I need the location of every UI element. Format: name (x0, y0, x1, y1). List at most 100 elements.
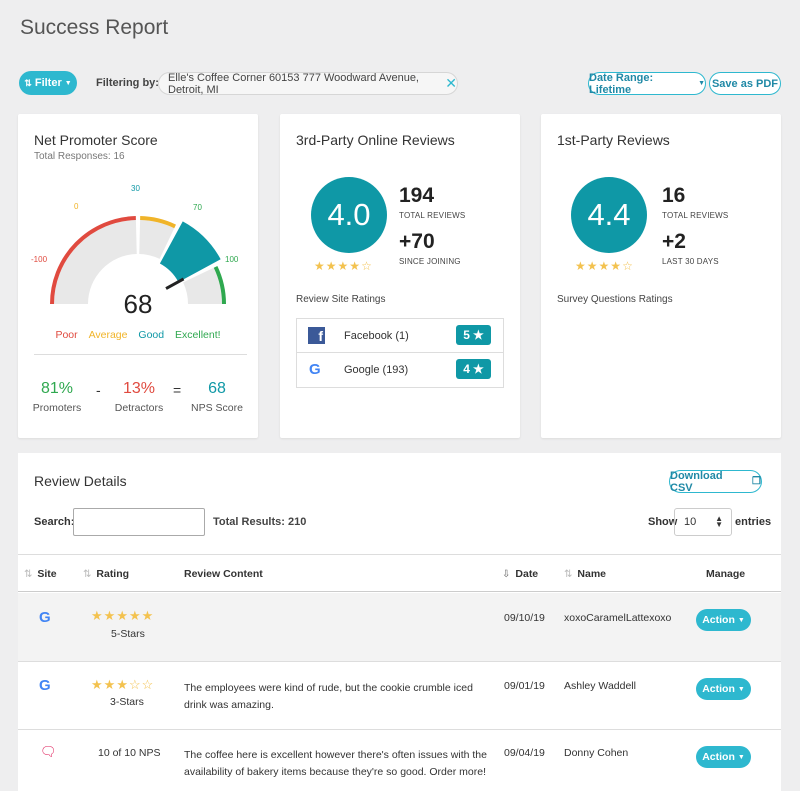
legend-excellent: Excellent! (175, 329, 221, 341)
page-title: Success Report (20, 16, 169, 39)
column-name[interactable]: ⇅ Name (564, 568, 606, 580)
detractors-label: Detractors (114, 402, 164, 414)
gauge-tick-100: 100 (225, 255, 239, 264)
third-party-change-label: SINCE JOINING (399, 257, 461, 266)
table-row: 🗨 10 of 10 NPS The coffee here is excell… (18, 730, 781, 791)
caret-down-icon: ▼ (737, 753, 745, 761)
date-range-label: Date Range: Lifetime (589, 71, 654, 96)
badge-value: 5 (463, 328, 470, 342)
star-icon: ★ (472, 362, 484, 376)
review-site-ratings-label: Review Site Ratings (296, 294, 386, 305)
third-party-total-label: TOTAL REVIEWS (399, 211, 466, 220)
star-icon: ★ (141, 608, 155, 623)
nps-legend: Poor Average Good Excellent! (18, 329, 258, 341)
star-icon: ★ (314, 259, 326, 273)
action-button[interactable]: Action ▼ (696, 609, 751, 631)
filter-chip-text: Elle's Coffee Corner 60153 777 Woodward … (168, 71, 419, 96)
gauge-tick-70: 70 (193, 203, 202, 212)
star-icon: ★ (116, 677, 129, 692)
nps-gauge (50, 216, 226, 334)
entries-label: entries (735, 516, 772, 528)
save-pdf-button[interactable]: Save as PDF (709, 72, 781, 95)
sort-arrows-icon: ▲ ▼ (715, 514, 723, 529)
site-rating-badge: 4 ★ (456, 359, 491, 379)
star-icon: ★ (575, 259, 587, 273)
review-content: The coffee here is excellent however the… (184, 749, 487, 778)
caret-down-icon: ▼ (64, 79, 72, 87)
gauge-segment-excellent (183, 267, 222, 304)
show-label: Show (648, 516, 678, 528)
gauge-arc-poor (50, 216, 136, 305)
action-label: Action (702, 683, 735, 695)
first-party-change-label: LAST 30 DAYS (662, 257, 719, 266)
action-label: Action (702, 751, 735, 763)
third-party-change: +70 (399, 230, 435, 253)
review-date: 09/01/19 (504, 680, 545, 692)
star-icon: ★ (349, 259, 362, 273)
first-party-change: +2 (662, 230, 686, 253)
star-outline-icon: ☆ (128, 677, 142, 692)
gauge-tick-minus-100: -100 (31, 255, 48, 264)
site-name: Google (193) (344, 364, 409, 376)
legend-good: Good (138, 329, 165, 341)
star-icon: ★ (128, 608, 142, 623)
first-party-title: 1st-Party Reviews (557, 132, 670, 148)
column-rating[interactable]: ⇅ Rating (83, 568, 129, 580)
star-icon: ★ (598, 259, 611, 273)
search-input[interactable] (73, 508, 205, 536)
survey-questions-label: Survey Questions Ratings (557, 294, 673, 305)
column-date[interactable]: ⇩ Date (502, 568, 538, 580)
sort-desc-icon: ⇩ (502, 569, 511, 580)
filter-icon: ⇅ (24, 77, 32, 88)
facebook-icon: f (308, 327, 325, 344)
google-icon: G (309, 361, 321, 378)
close-icon[interactable]: ✕ (445, 75, 457, 91)
gauge-segment-good (159, 221, 221, 283)
filter-button[interactable]: ⇅ Filter ▼ (19, 71, 77, 95)
date-range-button[interactable]: Date Range: Lifetime ▼ (588, 71, 706, 96)
total-responses: Total Responses: 16 (34, 151, 125, 162)
gauge-segment-poor (54, 220, 137, 304)
first-party-total: 16 (662, 184, 686, 207)
site-name: Facebook (1) (344, 330, 409, 342)
gauge-tick-30: 30 (131, 184, 140, 193)
column-site[interactable]: ⇅ Site (24, 568, 57, 580)
star-icon: ★ (103, 677, 117, 692)
action-button[interactable]: Action ▼ (696, 678, 751, 700)
filtering-by-label: Filtering by: (96, 77, 159, 89)
caret-down-icon: ▼ (698, 80, 705, 87)
total-results: Total Results: 210 (213, 516, 307, 528)
table-row: G ★★★☆☆ 3-Stars The employees were kind … (18, 662, 781, 730)
badge-value: 4 (463, 362, 470, 376)
nps-score-stat: 68 NPS Score (188, 380, 246, 414)
reviewer-name: xoxoCaramelLattexoxo (564, 612, 672, 624)
third-party-rating-circle: 4.0 (311, 177, 387, 253)
gauge-arc-average (140, 216, 176, 229)
gauge-hub (94, 260, 182, 334)
site-row-facebook[interactable]: f Facebook (1) 5 ★ (297, 319, 503, 353)
nps-score-value: 68 (208, 380, 226, 397)
site-row-google[interactable]: G Google (193) 4 ★ (297, 353, 503, 387)
rating-stars: ★★★☆☆ (91, 677, 154, 693)
entries-select[interactable]: 10 ▲ ▼ (674, 508, 732, 536)
detractors-value: 13% (122, 380, 156, 397)
sort-icon: ⇅ (564, 569, 573, 580)
nps-card: Net Promoter Score Total Responses: 16 -… (18, 114, 258, 438)
detractors-stat: 13% Detractors (108, 380, 170, 414)
filter-chip[interactable]: Elle's Coffee Corner 60153 777 Woodward … (158, 71, 458, 96)
column-review-content: Review Content (184, 568, 263, 580)
gauge-tick-0: 0 (74, 202, 79, 211)
star-outline-icon: ☆ (622, 259, 634, 273)
google-icon: G (39, 677, 51, 694)
promoters-value: 81% (40, 380, 74, 397)
download-csv-button[interactable]: Download CSV ❐ (669, 470, 762, 494)
action-button[interactable]: Action ▼ (696, 746, 751, 768)
review-details-panel: Review Details Download CSV ❐ Search: To… (18, 453, 781, 791)
first-party-card: 1st-Party Reviews 4.4 ★★★★☆ 16 TOTAL REV… (541, 114, 781, 438)
divider (34, 354, 247, 355)
column-label: Site (37, 568, 57, 580)
first-party-total-label: TOTAL REVIEWS (662, 211, 729, 220)
column-manage: Manage (706, 568, 746, 580)
minus-sign: - (96, 382, 101, 398)
star-icon: ★ (610, 259, 623, 273)
